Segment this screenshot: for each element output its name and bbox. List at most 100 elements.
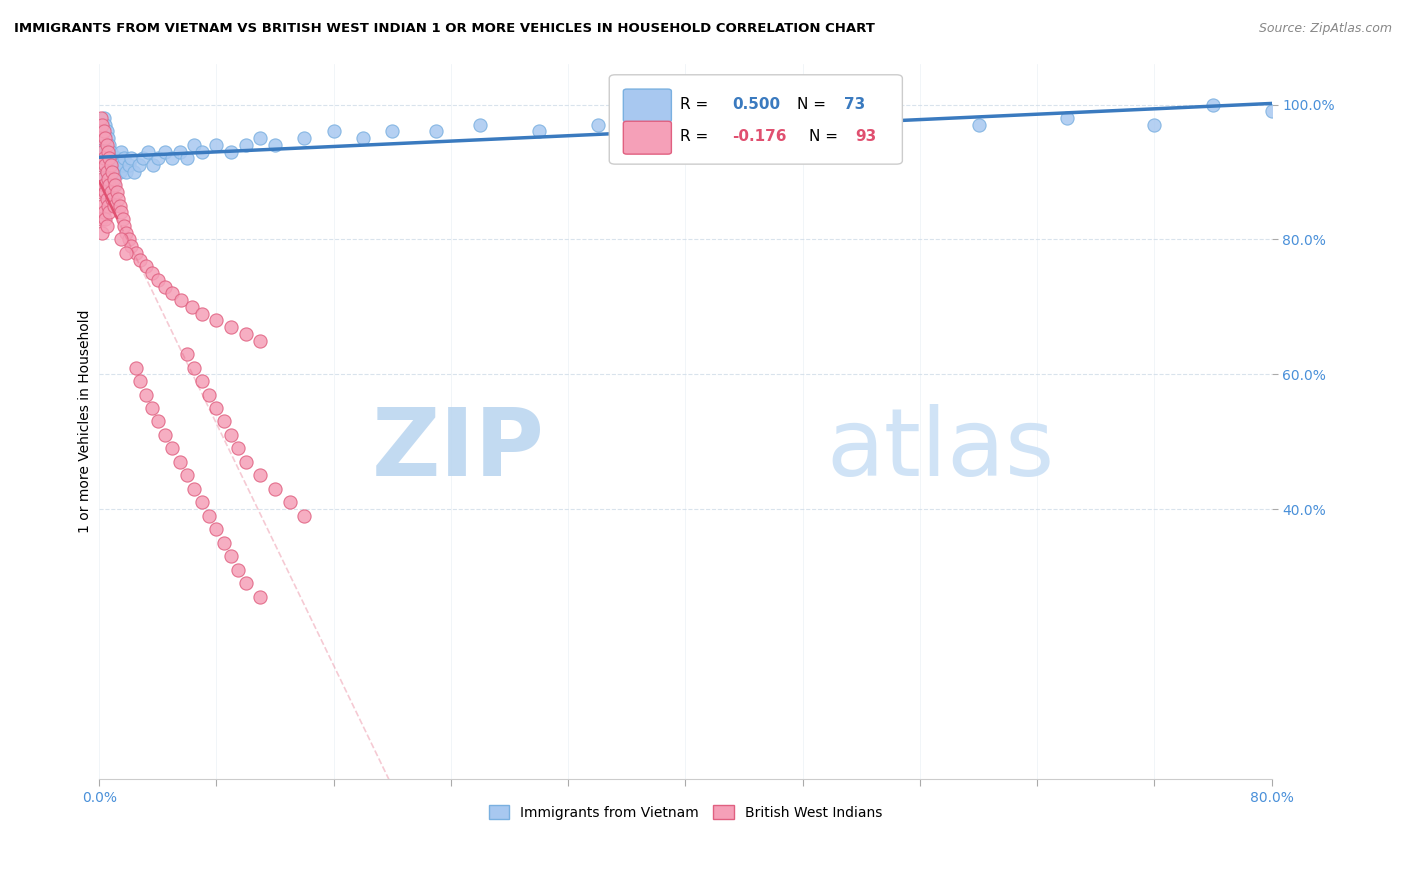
Point — [183, 360, 205, 375]
Point — [191, 307, 214, 321]
Point — [153, 145, 176, 159]
Point — [205, 522, 228, 536]
Point — [111, 212, 134, 227]
Point — [1056, 111, 1078, 125]
Point — [112, 152, 135, 166]
Point — [93, 152, 115, 166]
Point — [169, 455, 191, 469]
Point — [135, 260, 157, 274]
Point — [108, 199, 131, 213]
Point — [96, 145, 118, 159]
Point — [228, 563, 250, 577]
Point — [219, 320, 242, 334]
Point — [96, 165, 118, 179]
Point — [235, 576, 257, 591]
Point — [90, 212, 112, 227]
Point — [91, 199, 114, 213]
Point — [91, 171, 114, 186]
Point — [153, 279, 176, 293]
Point — [176, 468, 198, 483]
Point — [170, 293, 193, 307]
Text: 73: 73 — [844, 96, 865, 112]
Point — [100, 145, 122, 159]
Point — [110, 232, 132, 246]
Point — [191, 495, 214, 509]
Point — [114, 165, 136, 179]
Point — [527, 124, 550, 138]
Text: R =: R = — [679, 128, 713, 144]
Point — [104, 165, 127, 179]
Point — [249, 131, 271, 145]
Point — [103, 158, 125, 172]
Point — [183, 482, 205, 496]
FancyBboxPatch shape — [623, 89, 672, 122]
Point — [278, 495, 301, 509]
Point — [264, 138, 287, 153]
Point — [645, 118, 668, 132]
Point — [103, 178, 125, 193]
Point — [470, 118, 492, 132]
Point — [1202, 97, 1225, 112]
Point — [249, 334, 271, 348]
Point — [105, 185, 128, 199]
Point — [169, 145, 191, 159]
Text: R =: R = — [679, 96, 713, 112]
Point — [128, 158, 150, 172]
Point — [117, 158, 139, 172]
Point — [146, 415, 169, 429]
Point — [101, 165, 124, 179]
Point — [93, 131, 115, 145]
Point — [98, 138, 121, 153]
Point — [146, 273, 169, 287]
Point — [125, 360, 148, 375]
Point — [97, 145, 120, 159]
Point — [91, 118, 114, 132]
Point — [205, 313, 228, 327]
Text: 93: 93 — [855, 128, 877, 144]
Point — [294, 131, 316, 145]
Point — [322, 124, 344, 138]
Point — [93, 111, 115, 125]
Point — [101, 171, 124, 186]
Point — [93, 152, 115, 166]
Point — [110, 145, 132, 159]
FancyBboxPatch shape — [623, 121, 672, 154]
Text: atlas: atlas — [827, 404, 1054, 496]
Point — [94, 158, 117, 172]
Point — [105, 152, 128, 166]
Point — [97, 131, 120, 145]
Point — [90, 185, 112, 199]
Point — [162, 152, 184, 166]
Point — [967, 118, 990, 132]
Text: IMMIGRANTS FROM VIETNAM VS BRITISH WEST INDIAN 1 OR MORE VEHICLES IN HOUSEHOLD C: IMMIGRANTS FROM VIETNAM VS BRITISH WEST … — [14, 22, 875, 36]
Point — [91, 158, 114, 172]
Point — [249, 590, 271, 604]
Point — [153, 428, 176, 442]
Point — [205, 138, 228, 153]
Point — [146, 152, 169, 166]
Point — [94, 178, 117, 193]
Point — [112, 219, 135, 233]
Point — [94, 185, 117, 199]
Point — [93, 205, 115, 219]
Point — [93, 171, 115, 186]
Point — [212, 415, 235, 429]
Text: N =: N = — [797, 96, 831, 112]
Point — [219, 549, 242, 564]
Point — [1143, 118, 1166, 132]
Point — [97, 199, 120, 213]
Point — [183, 138, 205, 153]
Text: -0.176: -0.176 — [733, 128, 787, 144]
Point — [114, 226, 136, 240]
Point — [107, 158, 129, 172]
Point — [219, 145, 242, 159]
Point — [228, 442, 250, 456]
Point — [91, 138, 114, 153]
Point — [96, 138, 118, 153]
Point — [101, 152, 124, 166]
Point — [176, 347, 198, 361]
Point — [93, 178, 115, 193]
Point — [98, 158, 121, 172]
Point — [294, 508, 316, 523]
Point — [205, 401, 228, 415]
